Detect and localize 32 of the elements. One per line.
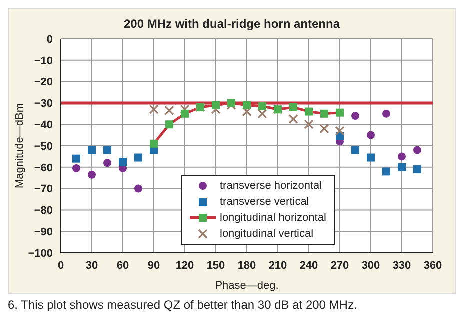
y-tick-label: −40 <box>34 120 53 132</box>
x-axis-title: Phase—deg. <box>215 280 279 292</box>
y-tick-label: −10 <box>34 55 53 68</box>
y-tick-label: −80 <box>34 205 53 218</box>
x-tick-label: 0 <box>58 260 64 272</box>
y-tick-label: −90 <box>34 226 53 239</box>
x-tick-label: 180 <box>238 260 256 272</box>
x-tick-label: 240 <box>300 260 318 272</box>
legend-label: longitudinal vertical <box>220 227 314 242</box>
x-tick-label: 120 <box>176 260 194 272</box>
chart-title: 200 MHz with dual-ridge horn antenna <box>122 16 342 31</box>
y-tick-label: −20 <box>34 76 53 89</box>
legend-label: transverse horizontal <box>220 179 322 194</box>
x-tick-label: 360 <box>424 260 442 272</box>
y-tick-label: 0 <box>46 34 53 46</box>
x-tick-label: 300 <box>362 260 380 272</box>
y-tick-label: −30 <box>34 98 53 110</box>
x-tick-label: 210 <box>268 260 288 272</box>
x-tick-label: 30 <box>86 260 98 272</box>
x-tick-label: 270 <box>330 260 350 272</box>
y-axis-title: Magnitude—dBm <box>14 104 26 188</box>
legend-label: longitudinal horizontal <box>220 211 326 226</box>
y-tick-label: −100 <box>28 248 53 260</box>
y-tick-label: −50 <box>34 140 53 153</box>
x-tick-label: 60 <box>116 260 130 272</box>
text: 6. This plot shows measured QZ of better than 30 dB at 200 MHz. <box>8 298 358 312</box>
y-tick-label: −60 <box>34 162 53 174</box>
x-tick-label: 150 <box>206 260 226 272</box>
x-tick-label: 330 <box>392 260 412 272</box>
x-tick-label: 90 <box>148 260 160 272</box>
y-tick-label: −70 <box>34 184 53 196</box>
legend-label: transverse vertical <box>220 195 310 210</box>
